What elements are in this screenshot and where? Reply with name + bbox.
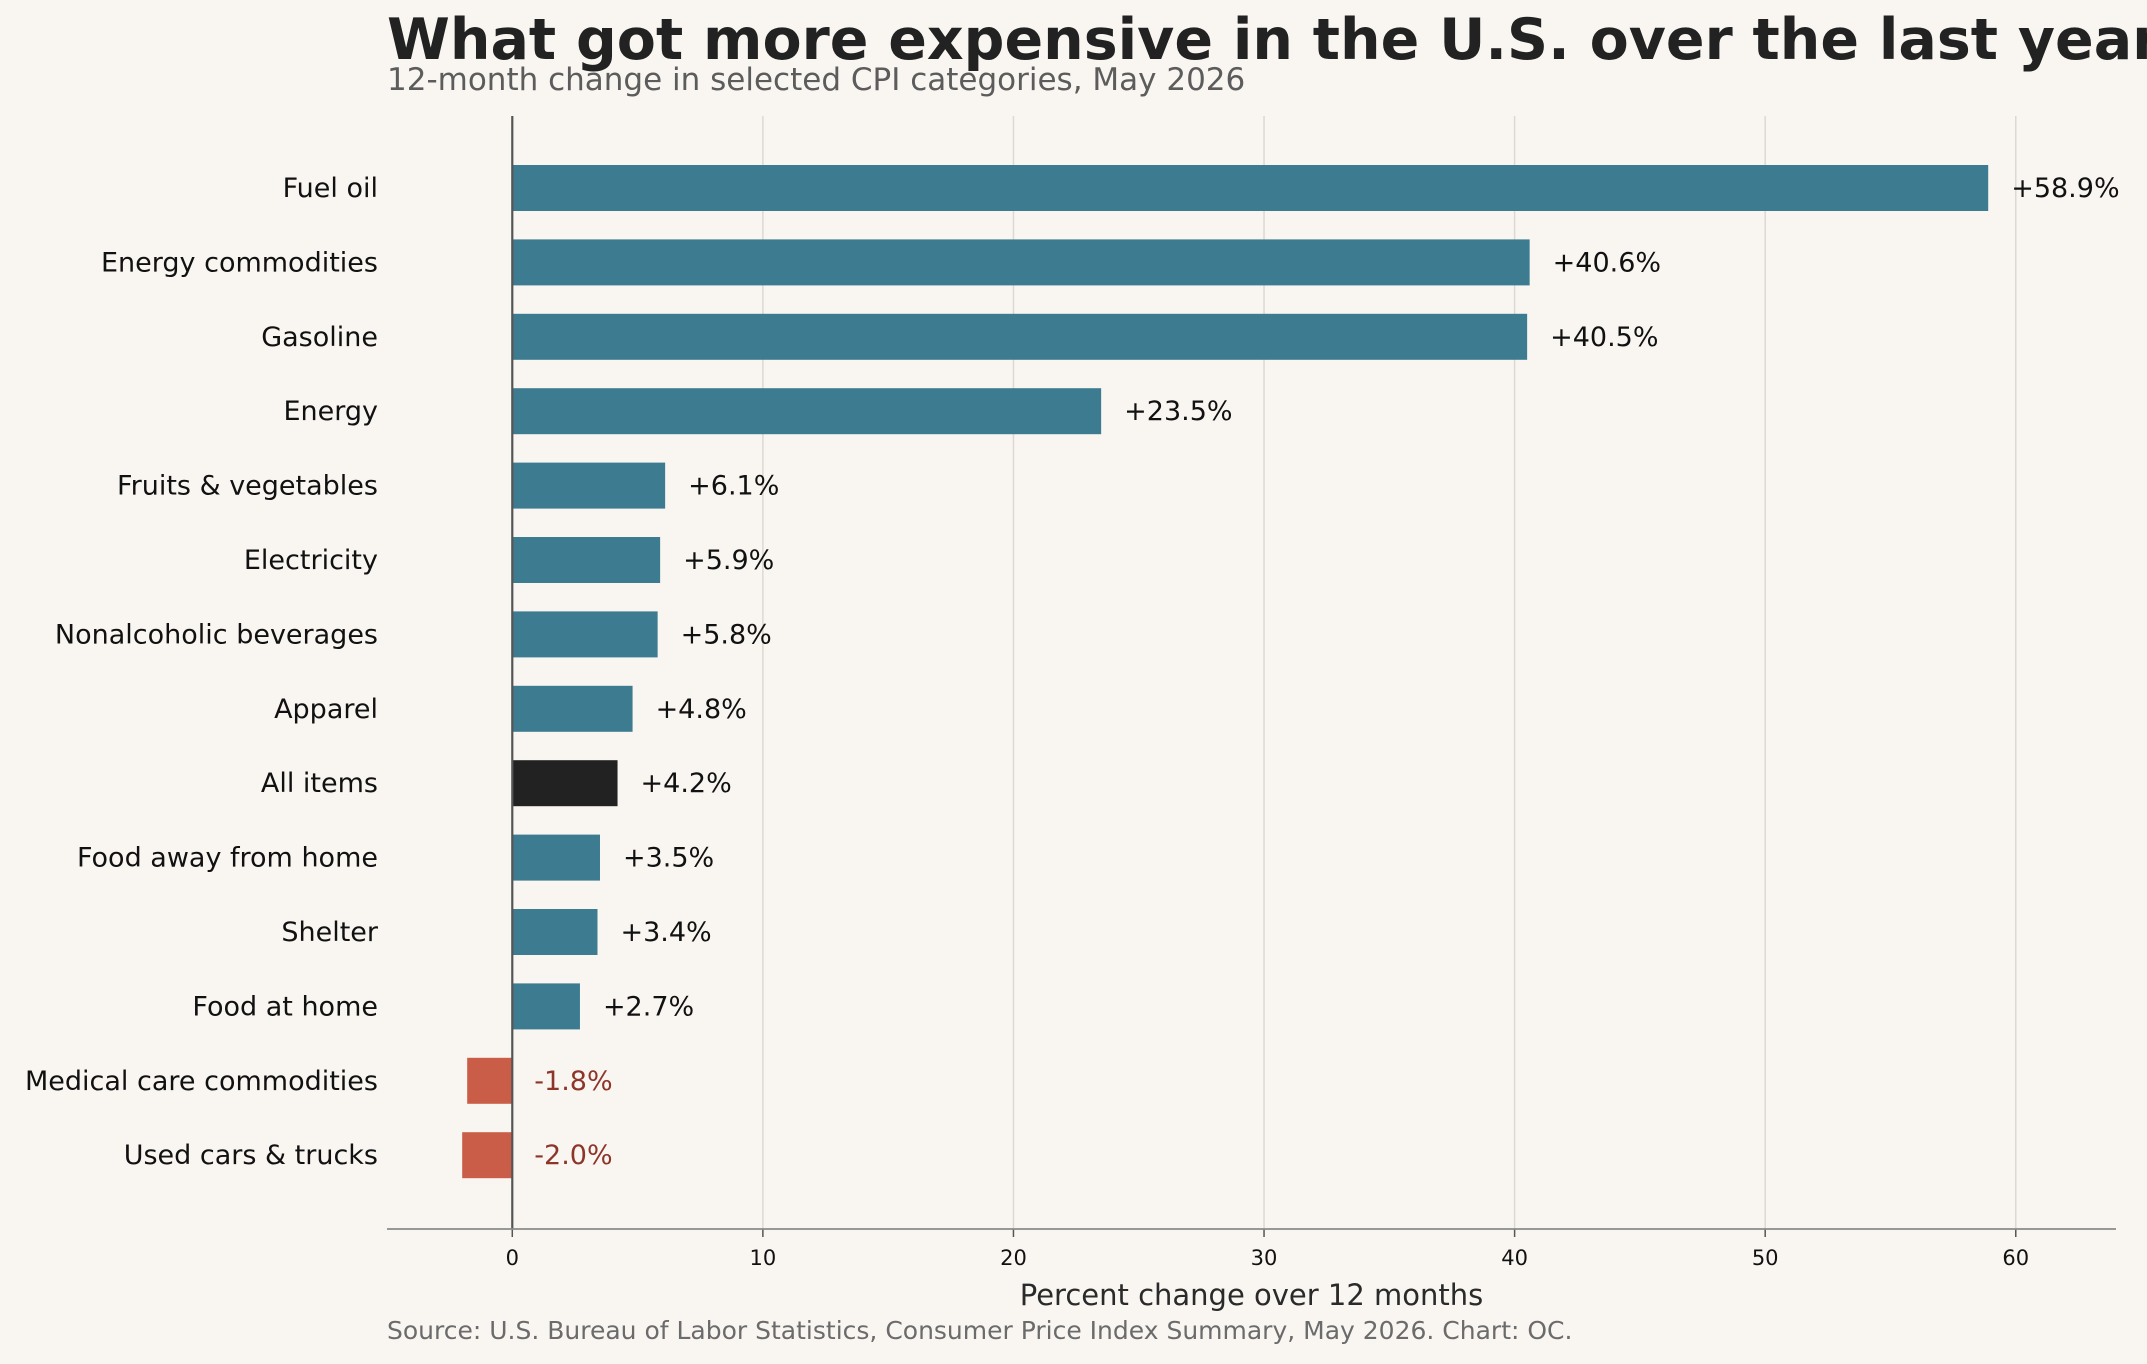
x-tick-label: 20 [1000,1246,1027,1270]
x-axis: 0 10 20 30 40 50 60 [387,116,2116,1270]
x-tick-label: 0 [506,1246,519,1270]
category-label: Food at home [192,991,378,1022]
bar [512,313,1528,360]
x-tick-label: 10 [750,1246,777,1270]
data-label: +2.7% [603,991,694,1022]
bar [512,239,1530,286]
category-label: Gasoline [261,322,378,353]
data-label: +4.8% [656,694,747,725]
category-label: Electricity [244,545,378,576]
data-label: +5.8% [681,619,772,650]
gridlines [762,116,2017,1229]
category-labels: Fuel oil Energy commodities Gasoline Energy… [25,173,379,1171]
bar [512,537,661,583]
chart-subtitle: 12-month change in selected CPI categori… [387,62,1246,98]
category-label: Medical care commodities [25,1066,378,1097]
bar [512,611,658,658]
data-label: +5.9% [683,545,774,576]
bar [467,1057,513,1104]
category-label: Used cars & trucks [124,1140,378,1171]
category-label: Energy commodities [101,247,378,278]
x-axis-label: Percent change over 12 months [1020,1278,1484,1312]
bar [512,388,1102,435]
category-label: Fruits & vegetables [117,471,378,502]
data-label: +58.9% [2011,173,2119,204]
x-tick-label: 30 [1251,1246,1278,1270]
bar [512,760,618,807]
bar [512,165,1989,211]
data-label: +6.1% [688,471,779,502]
category-label: Shelter [281,917,379,948]
category-label: Fuel oil [283,173,378,204]
chart-title: What got more expensive in the U.S. over… [387,7,2147,73]
category-label: Nonalcoholic beverages [55,619,378,650]
data-label: +3.5% [623,843,714,874]
data-label: +40.5% [1550,322,1658,353]
category-label: Apparel [274,694,378,725]
bar [462,1132,513,1179]
source-note: Source: U.S. Bureau of Labor Statistics,… [387,1316,1573,1345]
category-label: Energy [283,396,378,427]
bar [512,685,633,732]
category-label: All items [261,768,378,799]
bar [512,909,598,955]
data-label: +4.2% [641,768,732,799]
data-labels: +58.9% +40.6% +40.5% +23.5% +6.1% +5.9% +5.8% +… [534,173,2119,1171]
bar [512,462,666,509]
x-tick-label: 50 [1752,1246,1779,1270]
bar [512,983,580,1030]
data-label: +23.5% [1124,396,1232,427]
data-label: -2.0% [534,1140,612,1171]
x-tick-label: 60 [2002,1246,2029,1270]
data-label: +40.6% [1553,247,1661,278]
bar [512,834,600,881]
bars [462,165,1989,1179]
data-label: -1.8% [534,1066,612,1097]
category-label: Food away from home [77,843,378,874]
x-tick-label: 40 [1501,1246,1528,1270]
data-label: +3.4% [620,917,711,948]
